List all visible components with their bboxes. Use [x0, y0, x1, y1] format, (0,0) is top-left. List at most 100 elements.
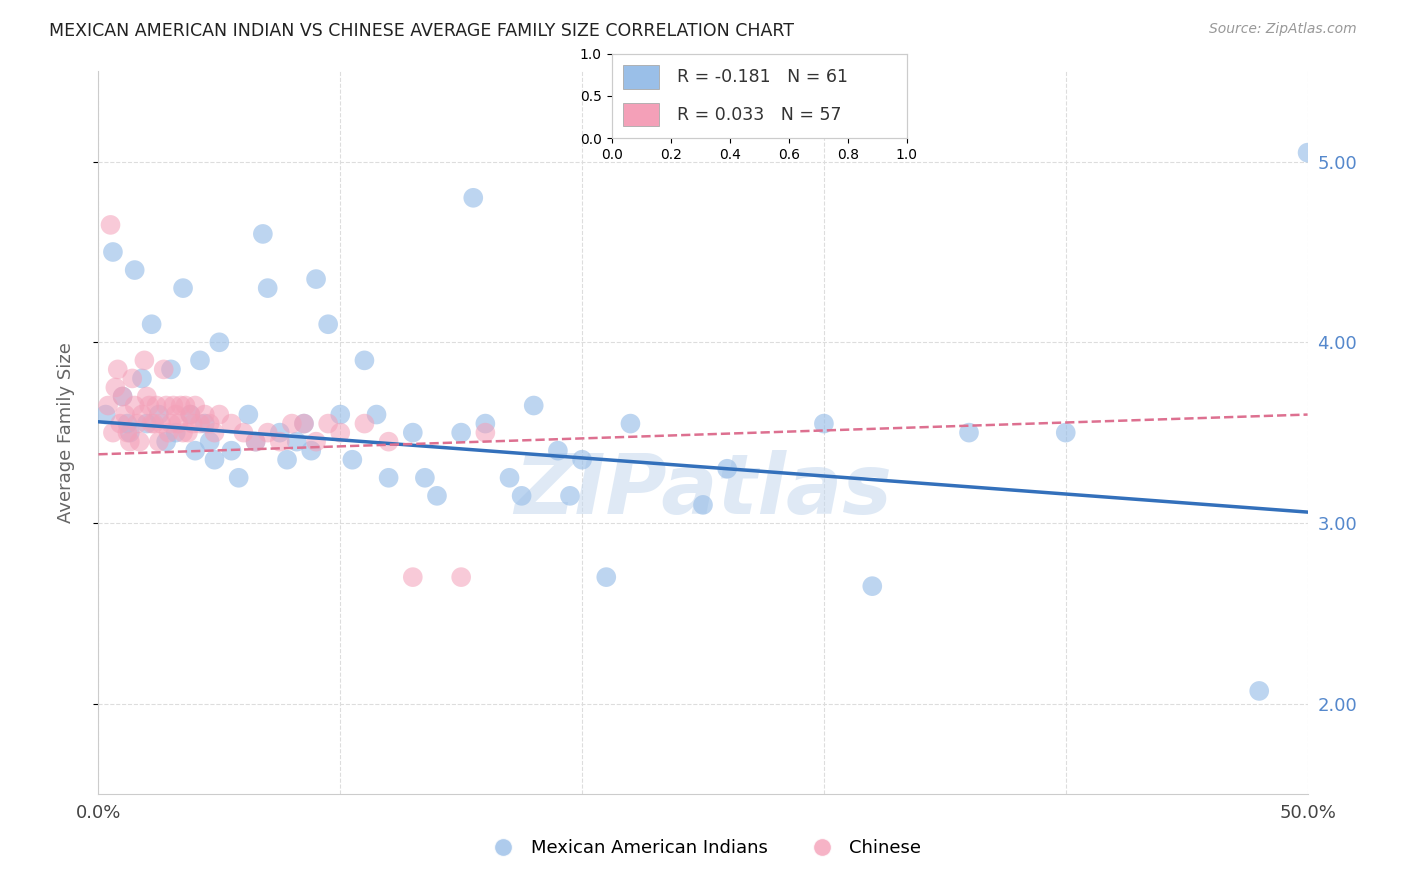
Point: [128, 434, 150, 449]
Point: [181, 417, 204, 431]
Point: [188, 353, 211, 368]
Point: [117, 417, 139, 431]
Point: [463, 191, 485, 205]
Point: [121, 371, 143, 385]
Point: [292, 417, 315, 431]
Point: [111, 389, 134, 403]
Point: [131, 371, 153, 385]
Point: [498, 471, 520, 485]
Point: [148, 408, 170, 422]
Point: [269, 434, 291, 449]
Point: [208, 408, 231, 422]
Point: [377, 434, 399, 449]
Point: [474, 425, 496, 440]
Point: [860, 579, 883, 593]
Point: [221, 443, 243, 458]
Point: [124, 399, 146, 413]
Point: [194, 408, 217, 422]
Point: [269, 425, 291, 440]
Point: [143, 417, 166, 431]
Point: [118, 434, 141, 449]
Point: [134, 353, 156, 368]
Point: [329, 425, 352, 440]
Point: [188, 417, 211, 431]
Point: [145, 399, 167, 413]
Point: [342, 452, 364, 467]
Point: [150, 417, 173, 431]
Text: R = 0.033   N = 57: R = 0.033 N = 57: [676, 105, 841, 123]
Point: [184, 399, 207, 413]
Point: [141, 317, 163, 331]
Point: [558, 489, 581, 503]
Point: [402, 425, 425, 440]
Point: [169, 399, 191, 413]
Point: [114, 408, 136, 422]
Point: [148, 434, 170, 449]
Point: [716, 462, 738, 476]
Point: [813, 417, 835, 431]
Point: [305, 272, 328, 286]
Point: [595, 570, 617, 584]
Point: [256, 425, 278, 440]
Point: [316, 417, 339, 431]
Point: [179, 408, 201, 422]
Point: [162, 399, 184, 413]
Point: [208, 335, 231, 350]
Point: [184, 443, 207, 458]
Point: [167, 417, 190, 431]
Point: [353, 353, 375, 368]
FancyBboxPatch shape: [623, 103, 659, 127]
Point: [692, 498, 714, 512]
Text: MEXICAN AMERICAN INDIAN VS CHINESE AVERAGE FAMILY SIZE CORRELATION CHART: MEXICAN AMERICAN INDIAN VS CHINESE AVERA…: [49, 22, 794, 40]
Point: [104, 380, 127, 394]
Point: [316, 317, 339, 331]
Point: [329, 408, 352, 422]
Point: [100, 218, 122, 232]
Point: [292, 417, 315, 431]
Point: [353, 417, 375, 431]
Point: [111, 389, 134, 403]
Point: [94, 408, 117, 422]
Point: [1054, 425, 1077, 440]
Y-axis label: Average Family Size: Average Family Size: [56, 343, 75, 523]
Point: [179, 408, 201, 422]
Point: [165, 425, 187, 440]
Point: [101, 425, 124, 440]
Point: [413, 471, 436, 485]
Text: Source: ZipAtlas.com: Source: ZipAtlas.com: [1209, 22, 1357, 37]
Point: [1249, 684, 1271, 698]
Point: [510, 489, 533, 503]
Point: [245, 434, 267, 449]
Point: [108, 417, 131, 431]
Point: [141, 417, 163, 431]
Point: [252, 227, 274, 241]
Point: [155, 434, 177, 449]
Point: [426, 489, 449, 503]
Point: [138, 399, 160, 413]
Point: [256, 281, 278, 295]
Point: [194, 417, 217, 431]
Point: [232, 425, 254, 440]
Point: [160, 362, 183, 376]
Point: [131, 408, 153, 422]
Point: [124, 263, 146, 277]
Point: [571, 452, 593, 467]
Point: [228, 471, 250, 485]
Point: [377, 471, 399, 485]
Point: [619, 417, 641, 431]
Point: [198, 417, 221, 431]
Point: [152, 362, 174, 376]
Point: [957, 425, 980, 440]
Text: R = -0.181   N = 61: R = -0.181 N = 61: [676, 69, 848, 87]
Point: [474, 417, 496, 431]
Point: [172, 425, 194, 440]
Point: [157, 425, 180, 440]
Point: [238, 408, 260, 422]
Point: [174, 399, 197, 413]
Point: [97, 399, 120, 413]
Point: [450, 570, 472, 584]
Point: [281, 417, 304, 431]
Legend: Mexican American Indians, Chinese: Mexican American Indians, Chinese: [478, 832, 928, 864]
Point: [135, 389, 157, 403]
Point: [276, 452, 298, 467]
